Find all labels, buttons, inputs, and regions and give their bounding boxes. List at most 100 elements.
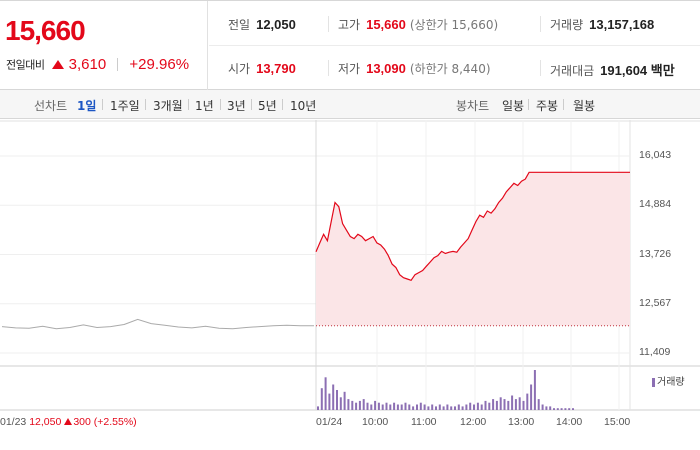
y-tick-label: 12,567 [639,296,672,309]
volume-bar [518,397,521,410]
volume-bar [381,404,384,410]
stat-divider [540,60,541,76]
volume-bar [522,400,525,410]
price-chart[interactable]: 16,043 14,884 13,726 12,567 11,409 01/24 10:0… [0,120,700,450]
tab-3-month[interactable]: 3개월 [153,99,183,113]
volume-bar [328,393,331,410]
volume-bar [488,402,491,410]
stat-label: 거래량 [550,18,584,32]
tab-1-week[interactable]: 1주일 [110,99,140,113]
prev-day-close: 12,050 [29,416,62,428]
volume-bar [396,404,399,410]
tab-divider [188,99,189,110]
volume-bar [385,402,388,410]
volume-bar [511,395,514,410]
volume-bar [560,408,563,410]
stat-value: 13,790 [256,61,296,76]
stat-value: 13,090 [366,61,406,76]
volume-bar [499,397,502,410]
stat-value: 15,660 [366,17,406,32]
volume-bar [332,384,335,410]
x-tick-label: 13:00 [508,416,535,428]
volume-bar [457,404,460,410]
volume-legend-swatch [652,377,655,387]
stat-prev-close: 전일 12,050 [228,16,296,33]
volume-bar [442,406,445,410]
stat-high: 고가 15,660 (상한가 15,660) [338,16,498,33]
volume-bar [553,408,555,410]
tab-monthly-candle[interactable]: 월봉 [573,99,596,113]
stat-value: 12,050 [256,17,296,32]
volume-bar [503,399,506,410]
x-tick-label: 01/24 [316,416,343,428]
volume-bar [541,404,544,410]
volume-bar [339,397,342,410]
prev-day-summary: 01/23 12,050 300 (+2.55%) [0,416,137,428]
volume-bar [317,406,319,410]
volume-bar [324,377,327,410]
volume-bar [343,391,346,410]
volume-bar [408,404,411,410]
stat-label: 시가 [228,62,251,76]
tab-divider [251,99,252,110]
tab-divider [102,99,103,110]
volume-bar [355,402,358,410]
stat-value: 13,157,168 [589,17,655,32]
tab-daily-candle[interactable]: 일봉 [502,99,525,113]
volume-bar [358,400,361,410]
volume-bar [370,404,373,410]
tab-weekly-candle[interactable]: 주봉 [536,99,559,113]
price-box: 15,660 전일대비 3,610 +29.96% [0,1,208,90]
change-row: 전일대비 3,610 +29.96% [6,54,189,73]
volume-bar [564,408,567,410]
volume-bar [465,404,468,410]
tab-3-year[interactable]: 3년 [227,99,246,113]
up-arrow-icon [64,418,73,425]
volume-bar [438,404,441,410]
volume-legend: 거래량 [652,373,685,388]
volume-bar [549,406,552,410]
volume-bar [572,408,574,410]
line-chart-label: 선차트 [34,99,68,113]
y-tick-label: 11,409 [639,346,671,358]
tab-10-year[interactable]: 10년 [290,99,317,113]
volume-bar [537,399,540,410]
tab-1-day[interactable]: 1일 [77,99,97,113]
prev-day-pct: (+2.55%) [93,416,137,428]
volume-legend-label: 거래량 [657,377,685,388]
y-tick-label: 13,726 [639,247,672,260]
prev-day-change: 300 [73,416,91,428]
tab-5-year[interactable]: 5년 [258,99,277,113]
tab-divider [282,99,283,110]
prev-day-line [1,318,314,330]
intraday-line [315,171,630,282]
volume-bar [476,402,479,410]
volume-bar [412,406,415,410]
chart-canvas [0,120,700,411]
stat-open: 시가 13,790 [228,60,296,77]
volume-bar [469,402,472,410]
stat-label: 거래대금 [550,64,595,78]
stat-sub: (상한가 15,660) [409,18,499,32]
tab-divider [563,99,564,110]
volume-bar [530,384,533,410]
volume-bar [435,406,437,410]
volume-bar [351,400,354,410]
volume-bar [480,404,483,410]
volume-bar [461,406,464,410]
stat-low: 저가 13,090 (하한가 8,440) [338,60,491,77]
volume-bar [556,408,559,410]
change-label: 전일대비 [6,58,45,72]
up-arrow-icon [51,60,64,69]
stats-divider [209,45,700,46]
tab-1-year[interactable]: 1년 [195,99,214,113]
stat-divider [328,60,329,76]
stat-label: 고가 [338,18,361,32]
stat-amount: 거래대금 191,604 백만 [550,60,675,79]
change-amount: 3,610 [68,56,107,73]
volume-bar [374,400,377,410]
volume-bar [446,404,449,410]
stat-label: 전일 [228,18,251,32]
volume-bar [400,404,403,410]
tab-divider [220,99,221,110]
